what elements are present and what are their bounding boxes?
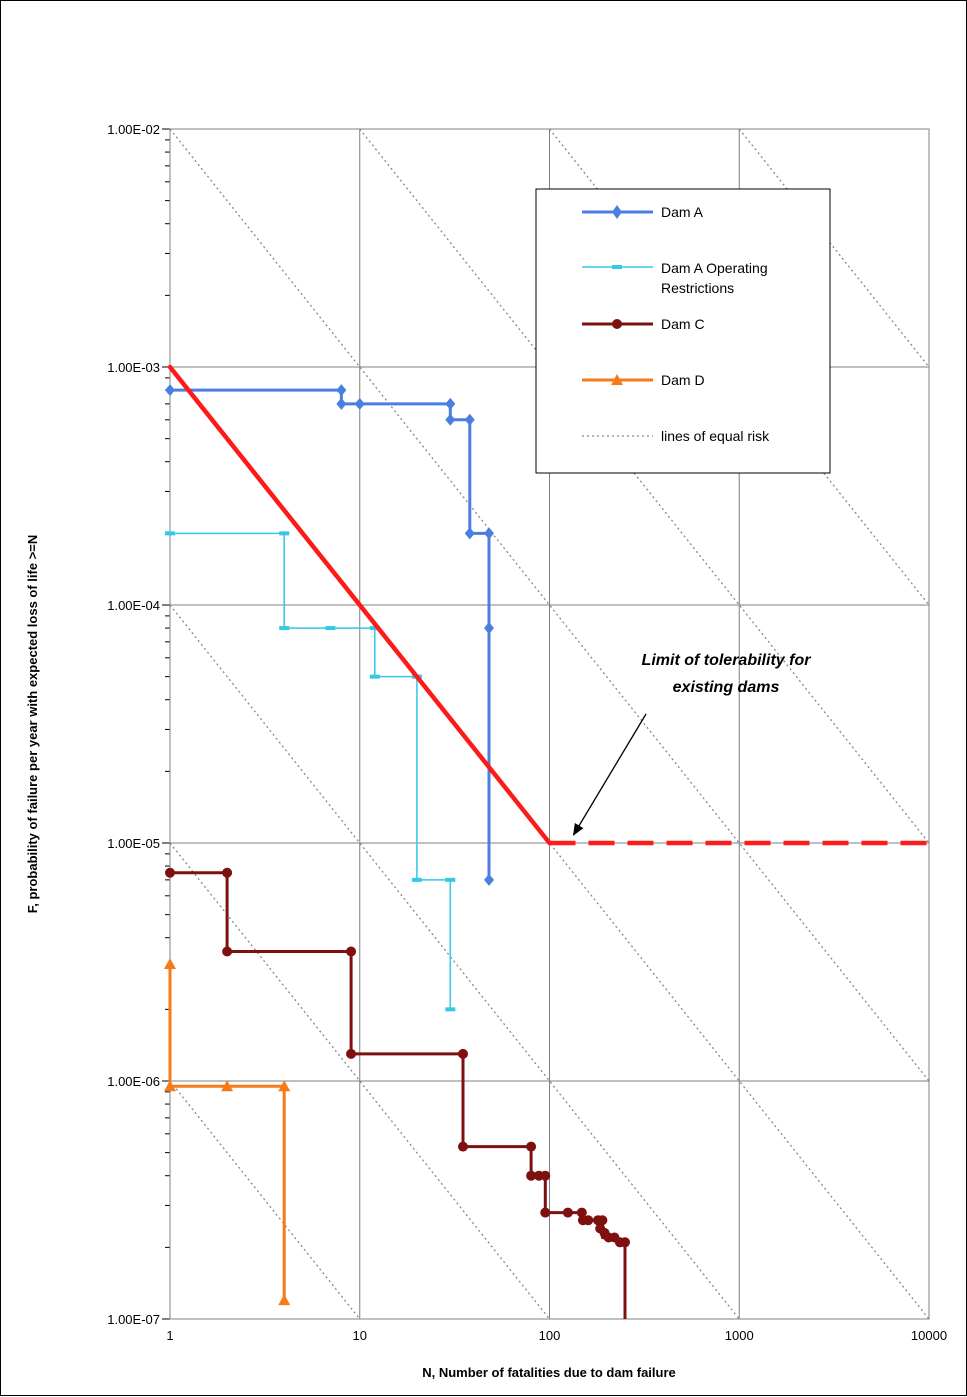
dam-c-point — [576, 1207, 587, 1218]
limit-line-solid — [167, 364, 552, 846]
legend-marker-dam-d — [611, 374, 623, 385]
dam-a-point — [336, 384, 347, 397]
legend-marker-dam-a-operating-restrictions — [612, 265, 622, 269]
legend: Dam A Dam A Operating Restrictions Dam C… — [535, 188, 831, 474]
dam-c-point — [165, 867, 175, 878]
tick-labels: 1 10 100 1000 10000 1.00E-07 1.00E-06 1.00E-05 1… — [107, 122, 947, 1343]
dam-c-point — [346, 1048, 357, 1059]
legend-item-dam-c: Dam C — [582, 316, 705, 332]
dam-d-line — [168, 964, 286, 1301]
equal-risk-line — [169, 604, 740, 1320]
legend-item-dam-a: Dam A — [582, 204, 704, 220]
annotation-line-2: existing dams — [673, 679, 780, 696]
x-tick-label: 100 — [539, 1328, 561, 1343]
dam-a-point — [464, 527, 475, 540]
y-tick-label: 1.00E-02 — [107, 122, 160, 137]
legend-marker-dam-a — [612, 205, 622, 219]
equal-risk-line — [738, 128, 930, 368]
legend-item-dam-a-operating-restrictions: Dam A Operating Restrictions — [582, 260, 768, 296]
x-tick-label: 1000 — [725, 1328, 754, 1343]
legend-box — [535, 188, 831, 474]
x-tick-label: 10 — [353, 1328, 367, 1343]
legend-item-dam-d: Dam D — [582, 372, 705, 388]
dam-c-point — [526, 1141, 537, 1152]
legend-label-lines-of-equal-risk: lines of equal risk — [661, 428, 770, 444]
dam-a-point — [464, 413, 475, 426]
x-tick-label: 1 — [166, 1328, 173, 1343]
series-dam-a-operating-restrictions — [165, 531, 456, 1012]
dam-c-point — [620, 1237, 631, 1248]
dam-a-operating-restrictions-point — [279, 626, 290, 631]
dam-c-point — [457, 1048, 468, 1059]
legend-label-dam-d: Dam D — [661, 372, 705, 388]
dam-a-operating-restrictions-point — [165, 531, 175, 536]
dam-c-point — [540, 1170, 551, 1181]
dam-c-point — [222, 867, 233, 878]
legend-label-dam-a-operating-restrictions-line-2: Restrictions — [661, 280, 734, 296]
y-tick-label: 1.00E-06 — [107, 1074, 160, 1089]
dam-c-point — [222, 946, 233, 957]
dam-a-point — [336, 397, 347, 410]
plot-area-border — [169, 128, 930, 1320]
dam-c-point — [346, 946, 357, 957]
dam-a-point — [484, 622, 495, 635]
legend-label-dam-a: Dam A — [661, 204, 704, 220]
annotation-line-1: Limit of tolerability for — [642, 652, 812, 669]
dam-d-point — [278, 1294, 291, 1306]
dam-a-point — [354, 397, 365, 410]
equal-risk-line — [359, 128, 930, 844]
y-axis-label: F, probability of failure per year with … — [25, 535, 40, 914]
dam-d-point — [164, 1080, 176, 1092]
legend-marker-dam-c — [612, 319, 622, 329]
dam-a-operating-restrictions-point — [325, 626, 336, 631]
dam-c-point — [583, 1215, 594, 1226]
dam-d-point — [221, 1080, 234, 1092]
legend-item-lines-of-equal-risk: lines of equal risk — [582, 428, 770, 444]
dam-a-operating-restrictions-point — [411, 877, 422, 882]
series-dam-c — [165, 867, 631, 1319]
dam-a-operating-restrictions-point — [445, 1007, 456, 1012]
dam-a-operating-restrictions-point — [369, 626, 380, 631]
y-tick-label: 1.00E-07 — [107, 1312, 160, 1327]
dam-c-point — [540, 1207, 551, 1218]
y-tick-label: 1.00E-03 — [107, 360, 160, 375]
dam-c-point — [457, 1141, 468, 1152]
equal-risk-line — [169, 842, 551, 1320]
dam-d-point — [278, 1080, 291, 1092]
dam-a-point — [445, 397, 456, 410]
x-tick-label: 10000 — [911, 1328, 947, 1343]
annotation-arrow — [572, 713, 647, 836]
dam-a-point — [165, 384, 175, 397]
y-tick-label: 1.00E-05 — [107, 836, 160, 851]
series-layer — [164, 384, 631, 1319]
dam-a-point — [484, 873, 495, 886]
dam-c-point — [562, 1207, 573, 1218]
x-axis-label: N, Number of fatalities due to dam failu… — [422, 1365, 676, 1380]
legend-label-dam-a-operating-restrictions-line-1: Dam A Operating — [661, 260, 768, 276]
dam-c-line — [170, 871, 627, 1319]
series-dam-d — [164, 958, 291, 1306]
equal-risk-line — [169, 1080, 361, 1320]
series-dam-a — [165, 384, 495, 886]
legend-label-dam-c: Dam C — [661, 316, 705, 332]
y-tick-label: 1.00E-04 — [107, 598, 160, 613]
dam-a-operating-restrictions-point — [445, 877, 456, 882]
dam-a-operating-restrictions-point — [279, 531, 290, 536]
dam-c-point — [526, 1170, 537, 1181]
dam-a-point — [484, 527, 495, 540]
annotation: Limit of tolerability for existing dams — [572, 652, 812, 836]
dam-c-point — [597, 1215, 608, 1226]
limit-of-tolerability — [167, 364, 929, 846]
dam-a-operating-restrictions-point — [369, 674, 380, 679]
dam-a-line — [170, 388, 491, 880]
dam-d-point — [164, 958, 176, 970]
dam-a-point — [445, 413, 456, 426]
